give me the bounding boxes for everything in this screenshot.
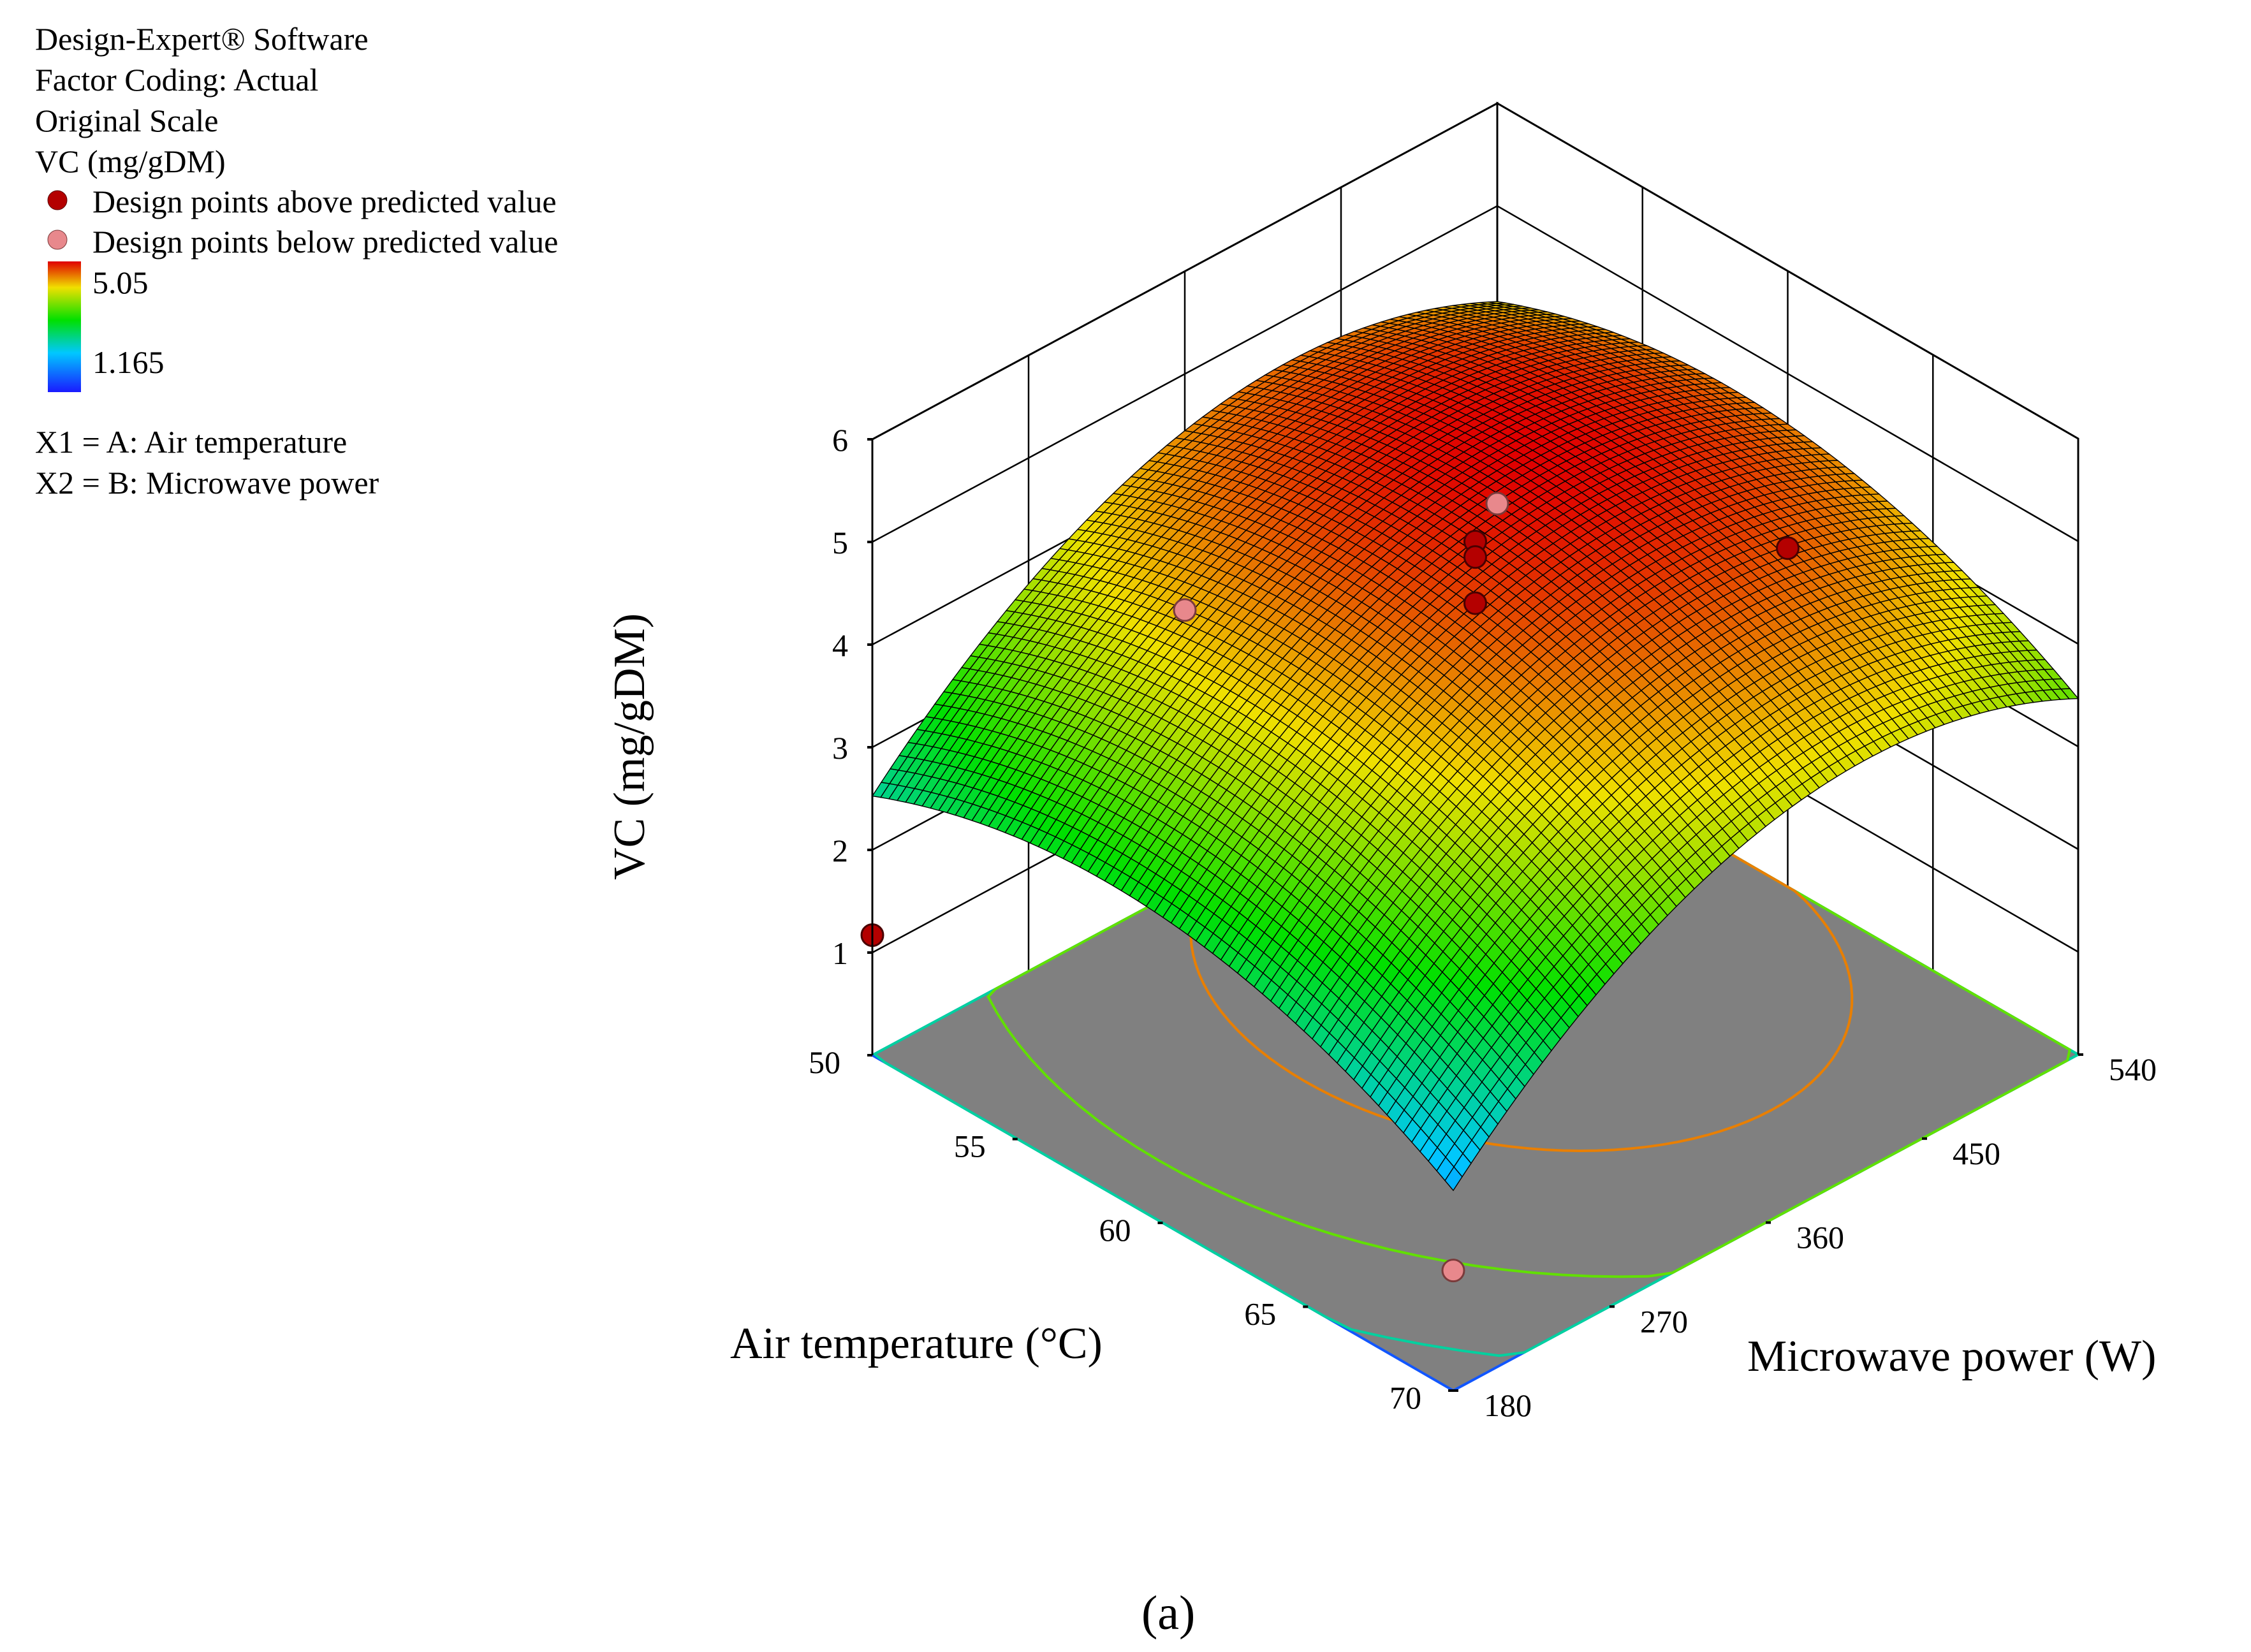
- design-point-below: [1173, 598, 1197, 622]
- colorbar-max-label: 5.05: [92, 265, 149, 300]
- design-point-below: [1441, 1259, 1465, 1283]
- y-tick-label: 270: [1640, 1303, 1688, 1339]
- x-tick-label: 70: [1389, 1380, 1421, 1415]
- x-axis-title: Air temperature (°C): [730, 1319, 1103, 1368]
- y-tick-label: 450: [1953, 1136, 2000, 1171]
- below-predicted-label: Design points below predicted value: [92, 224, 558, 259]
- z-tick-label: 1: [832, 935, 848, 971]
- design-point-above: [1776, 536, 1800, 560]
- x1-definition: X1 = A: Air temperature: [35, 424, 347, 460]
- axis-ticks: 50 55 60 65 70 180 270 360 450 540 1 2 3 4 5 6: [809, 422, 2157, 1423]
- colorbar-min-label: 1.165: [92, 344, 165, 380]
- legend: Design-Expert® Software Factor Coding: A…: [35, 21, 558, 501]
- software-label: Design-Expert® Software: [35, 21, 369, 57]
- x-tick-label: 50: [809, 1044, 840, 1080]
- design-point-below: [1485, 492, 1509, 516]
- x2-definition: X2 = B: Microwave power: [35, 465, 379, 501]
- y-axis-title: Microwave power (W): [1747, 1332, 2156, 1381]
- z-tick-label: 4: [832, 627, 848, 663]
- y-tick-label: 540: [2109, 1051, 2157, 1087]
- response-label: VC (mg/gDM): [35, 143, 226, 179]
- response-surface: [871, 301, 2079, 1192]
- x-tick-label: 60: [1099, 1212, 1131, 1248]
- design-point-above: [1463, 591, 1487, 615]
- z-tick-label: 3: [832, 730, 848, 766]
- design-points: [860, 492, 1800, 1283]
- figure-caption: (a): [1141, 1586, 1195, 1640]
- factor-coding-label: Factor Coding: Actual: [35, 62, 318, 98]
- y-tick-label: 360: [1796, 1220, 1844, 1255]
- above-predicted-label: Design points above predicted value: [92, 184, 557, 219]
- y-tick-label: 180: [1484, 1387, 1532, 1423]
- design-point-above-icon: [47, 190, 68, 210]
- surface-cell: [1488, 301, 1506, 304]
- design-point-above: [1463, 545, 1487, 569]
- z-tick-label: 2: [832, 833, 848, 868]
- design-point-below-icon: [47, 230, 68, 250]
- scale-label: Original Scale: [35, 103, 218, 138]
- x-tick-label: 65: [1244, 1296, 1276, 1332]
- z-axis-title: VC (mg/gDM): [605, 613, 654, 880]
- z-tick-label: 6: [832, 422, 848, 458]
- x-tick-label: 55: [954, 1129, 986, 1164]
- colorbar: [48, 261, 81, 392]
- z-tick-label: 5: [832, 525, 848, 560]
